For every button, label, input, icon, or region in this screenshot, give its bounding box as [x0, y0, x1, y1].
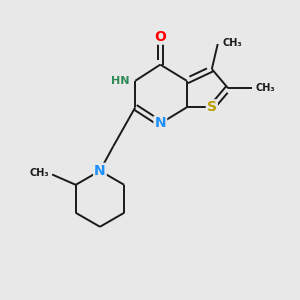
- Text: N: N: [154, 116, 166, 130]
- Text: HN: HN: [112, 76, 130, 86]
- Text: CH₃: CH₃: [30, 168, 49, 178]
- Text: O: O: [154, 30, 166, 44]
- Text: CH₃: CH₃: [256, 83, 276, 93]
- Text: S: S: [207, 100, 217, 114]
- Text: CH₃: CH₃: [222, 38, 242, 47]
- Text: N: N: [94, 164, 106, 178]
